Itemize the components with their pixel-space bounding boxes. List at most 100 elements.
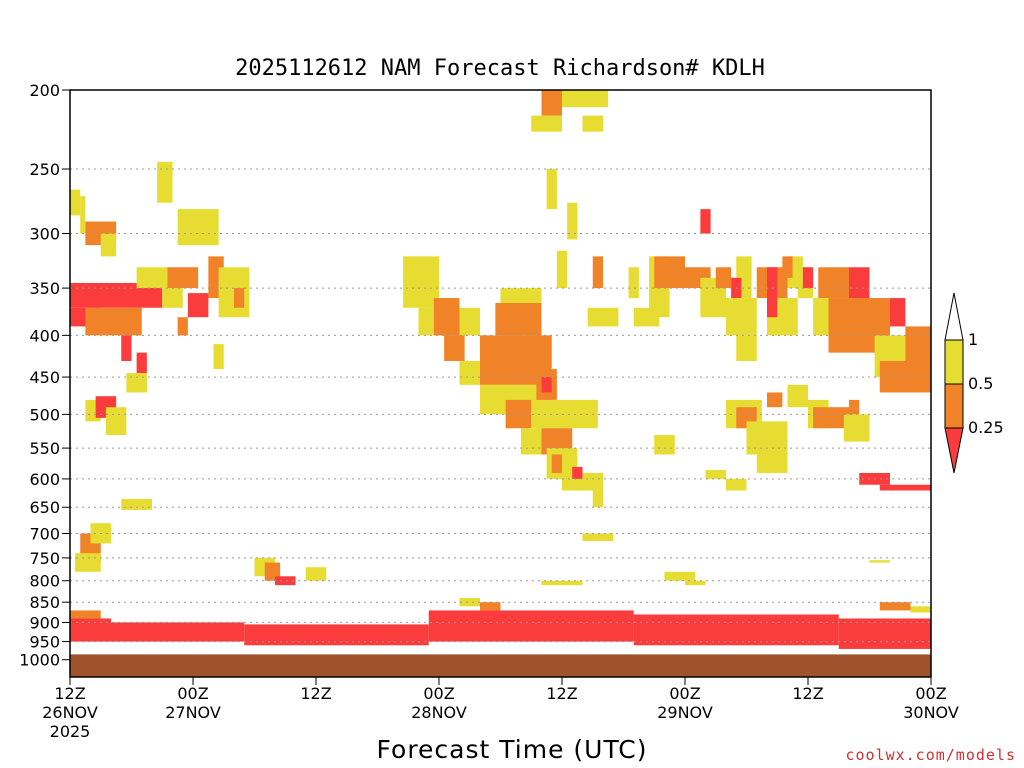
legend-colorbar: 1 0.5 0.25 <box>944 292 1004 474</box>
ri-cell-8 <box>136 352 147 374</box>
x-tick-label-6-0: 12Z <box>792 684 823 703</box>
ri-cell-23 <box>234 288 245 308</box>
ri-cell-30 <box>556 250 568 289</box>
ri-cell-0 <box>70 189 81 216</box>
ri-cell-97 <box>244 624 429 646</box>
ri-cell-105 <box>121 498 152 510</box>
ri-cell-75 <box>849 267 870 299</box>
y-tick-label-700: 700 <box>29 524 60 543</box>
ri-cell-96 <box>70 622 245 642</box>
ri-cell-51 <box>572 466 583 479</box>
data-cells <box>70 90 931 649</box>
ri-cell-64 <box>736 335 757 361</box>
x-tick-label-5-1: 29NOV <box>657 703 713 722</box>
legend-bin-1 <box>944 383 964 429</box>
ri-cell-113 <box>541 580 583 586</box>
y-tick-label-450: 450 <box>29 368 60 387</box>
ri-cell-25 <box>541 90 562 116</box>
ri-cell-34 <box>433 298 460 336</box>
x-tick-label-0-0: 12Z <box>54 684 85 703</box>
ri-cell-3 <box>100 233 117 257</box>
ri-cell-14 <box>167 267 199 289</box>
ri-cell-67 <box>767 267 778 318</box>
ri-cell-98 <box>428 610 634 642</box>
ri-cell-95 <box>70 618 111 627</box>
ri-cell-85 <box>787 384 808 408</box>
ri-cell-59 <box>715 267 732 289</box>
ri-cell-108 <box>275 576 296 586</box>
y-tick-label-650: 650 <box>29 498 60 517</box>
credit-link[interactable]: coolwx.com/models <box>845 746 1016 764</box>
ri-cell-12 <box>105 407 127 435</box>
ri-cell-36 <box>459 360 480 385</box>
ri-cell-1 <box>80 196 86 234</box>
ri-cell-78 <box>890 298 906 327</box>
ri-cell-69 <box>782 256 793 278</box>
y-tick-label-300: 300 <box>29 225 60 244</box>
y-tick-label-900: 900 <box>29 613 60 632</box>
ri-cell-117 <box>879 602 911 611</box>
legend-label-1: 0.5 <box>968 374 993 393</box>
legend-bin-2 <box>944 427 964 474</box>
ri-cell-28 <box>546 168 557 210</box>
x-tick-label-2-0: 12Z <box>300 684 331 703</box>
ri-cell-15 <box>162 288 183 308</box>
ri-cell-38 <box>495 302 542 336</box>
y-axis: 200 250 300 350 400 450 500 550 600 650 700 750 800 8… <box>19 81 70 670</box>
ri-cell-56 <box>654 256 685 289</box>
ri-cell-7 <box>121 335 132 361</box>
ri-cell-50 <box>592 490 603 508</box>
ri-cell-88 <box>843 414 870 442</box>
ri-cell-29 <box>567 202 578 240</box>
legend-top-triangle <box>944 292 964 341</box>
ri-cell-112 <box>582 533 614 541</box>
ri-cell-60 <box>700 209 711 234</box>
ri-cell-71 <box>802 267 814 289</box>
x-tick-label-3-1: 28NOV <box>411 703 467 722</box>
x-tick-label-7-1: 30NOV <box>903 703 959 722</box>
y-tick-label-850: 850 <box>29 593 60 612</box>
ri-cell-52 <box>587 307 619 327</box>
x-tick-label-0-1: 26NOV <box>42 703 98 722</box>
ri-cell-94 <box>726 478 747 491</box>
legend-bin-0 <box>944 339 964 385</box>
ground-fill <box>70 654 931 677</box>
ri-cell-63 <box>726 298 757 336</box>
y-tick-label-750: 750 <box>29 549 60 568</box>
y-tick-label-200: 200 <box>29 81 60 100</box>
ri-cell-13 <box>136 267 168 289</box>
x-tick-label-4-0: 12Z <box>546 684 577 703</box>
ri-cell-31 <box>592 256 603 289</box>
ri-cell-6 <box>85 307 142 336</box>
ri-cell-9 <box>126 373 147 393</box>
ri-cell-83 <box>756 448 788 473</box>
x-tick-label-7-0: 00Z <box>915 684 946 703</box>
ri-cell-72 <box>818 267 849 299</box>
y-tick-label-400: 400 <box>29 326 60 345</box>
ri-cell-27 <box>582 115 603 132</box>
y-tick-label-250: 250 <box>29 160 60 179</box>
plot-frame <box>69 89 932 678</box>
ri-cell-110 <box>459 598 480 607</box>
ri-cell-91 <box>879 484 931 491</box>
chart-title: 2025112612 NAM Forecast Richardson# KDLH <box>235 56 765 81</box>
y-tick-label-950: 950 <box>29 633 60 652</box>
y-tick-label-500: 500 <box>29 405 60 424</box>
x-tick-label-3-0: 00Z <box>423 684 454 703</box>
ri-cell-53 <box>628 267 639 299</box>
ri-cell-26 <box>531 115 562 132</box>
ri-cell-118 <box>910 606 931 613</box>
ri-cell-114 <box>664 571 696 581</box>
ri-cell-19 <box>157 161 173 203</box>
ri-cell-84 <box>767 392 783 408</box>
ri-cell-18 <box>213 344 224 370</box>
ri-cell-42 <box>521 428 542 455</box>
ri-cell-87 <box>813 407 849 429</box>
ri-cell-92 <box>654 434 675 455</box>
ri-cell-111 <box>480 602 501 611</box>
y-tick-label-550: 550 <box>29 439 60 458</box>
ri-cell-93 <box>705 469 726 479</box>
ri-cell-16 <box>187 293 209 318</box>
